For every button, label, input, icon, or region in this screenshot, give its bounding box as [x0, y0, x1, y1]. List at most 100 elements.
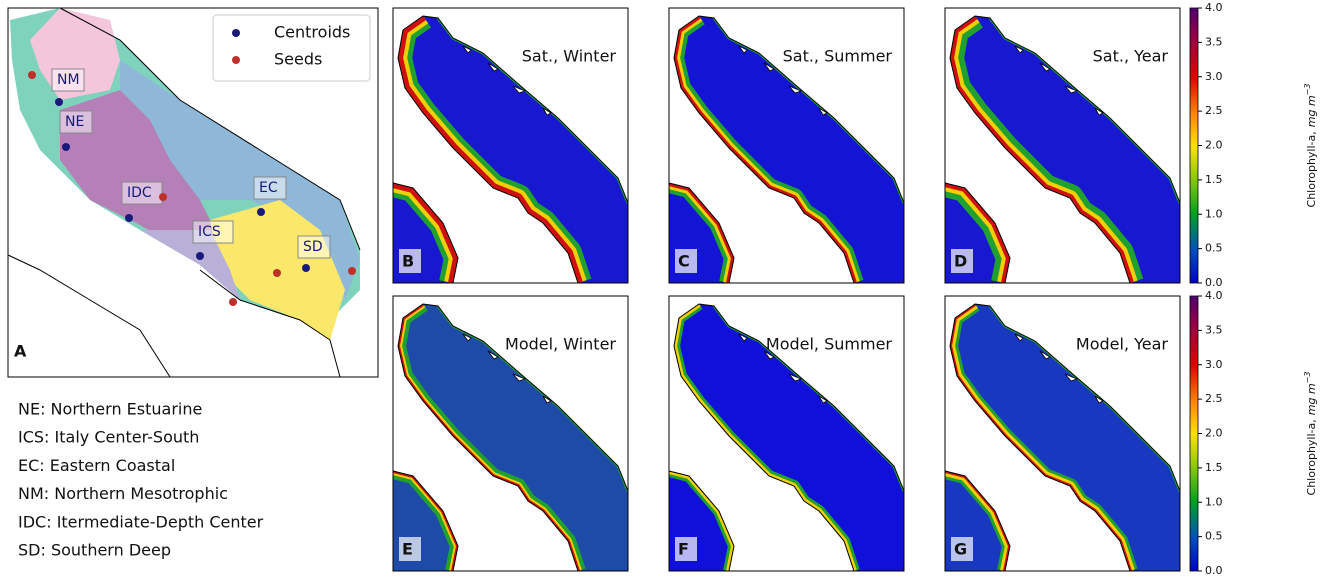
region-key-item: EC: Eastern Coastal — [18, 456, 175, 475]
centroid — [62, 143, 70, 151]
colorbar-unit: mg m — [1305, 383, 1318, 415]
centroid — [55, 98, 63, 106]
colorbar-tick-label: 2.5 — [1205, 392, 1223, 405]
region-key-item: ICS: Italy Center-South — [18, 428, 199, 447]
centroid — [302, 264, 310, 272]
region-label: ICS — [198, 224, 221, 240]
islands — [738, 45, 828, 116]
region-key-item: NE: Northern Estuarine — [18, 400, 202, 419]
panel-letter: D — [954, 252, 967, 271]
centroid — [125, 214, 133, 222]
map-panel: Sat., Winter B — [392, 7, 629, 284]
region-label: NM — [57, 72, 80, 88]
region-label: NE — [65, 114, 84, 130]
colorbar-tick-label: 3.0 — [1205, 70, 1223, 83]
colorbar-scale — [1189, 295, 1199, 572]
legend-box — [212, 14, 371, 82]
colorbar-tick-label: 1.0 — [1205, 207, 1223, 220]
seed — [348, 267, 356, 275]
labels: NE: Northern Estuarine ICS: Italy Center-… — [18, 400, 264, 560]
colorbar-tick-label: 0.0 — [1205, 564, 1223, 577]
seed — [273, 269, 281, 277]
colorbar: 0.0 0.5 1.0 1.5 2.0 2.5 3.0 3.5 4.0 Chlorophyll-a… — [1189, 1, 1319, 289]
region-label: SD — [303, 239, 323, 255]
region-label-box — [297, 235, 331, 259]
maps: Sat., Winter B Sat., Summer C Sat., Year D Mod… — [392, 1, 1319, 577]
seed — [229, 298, 237, 306]
colorbar: 0.0 0.5 1.0 1.5 2.0 2.5 3.0 3.5 4.0 Chlorophyll-a… — [1189, 289, 1319, 577]
sea — [669, 304, 904, 571]
colorbar-tick-label: 3.5 — [1205, 323, 1223, 336]
legend-marker — [232, 56, 240, 64]
colorbar-title: Chlorophyll-a, mg m−3 — [1303, 372, 1319, 496]
colorbar-tick-label: 2.0 — [1205, 139, 1223, 152]
panel-frame — [668, 295, 905, 572]
seed — [28, 71, 36, 79]
colorbar-tick-label: 0.0 — [1205, 276, 1223, 289]
colorbar-unit: mg m — [1305, 95, 1318, 127]
colorbar-tick-label: 3.0 — [1205, 358, 1223, 371]
panel-letter: A — [14, 342, 27, 361]
colorbar-label: Chlorophyll-a, — [1305, 419, 1318, 495]
colorbar-tick-label: 1.0 — [1205, 495, 1223, 508]
islands — [738, 333, 828, 404]
sea — [945, 304, 1180, 571]
islands — [1014, 45, 1104, 116]
letter-box — [951, 249, 973, 273]
map-panel: Model, Year G — [944, 295, 1181, 572]
seed — [159, 193, 167, 201]
legend-label: Centroids — [274, 23, 350, 42]
centroid — [257, 208, 265, 216]
map-panel: Model, Winter E — [392, 295, 629, 572]
coastline — [7, 7, 361, 378]
panel-a: NM NE IDC EC ICS SD Centroids Seeds A — [7, 7, 379, 378]
panel-frame — [392, 295, 629, 572]
letter-box — [675, 249, 697, 273]
map-panel: Sat., Year D — [944, 7, 1181, 284]
legend-label: Seeds — [274, 50, 322, 69]
panel-letter: G — [954, 540, 967, 559]
region-area — [120, 60, 360, 300]
legend-marker — [232, 29, 240, 37]
region-key-item: NM: Northern Mesotrophic — [18, 484, 228, 503]
letter-box — [399, 249, 421, 273]
region-key-item: IDC: Itermediate-Depth Center — [18, 512, 264, 531]
panel-frame — [668, 7, 905, 284]
islands — [462, 333, 552, 404]
colorbar-scale — [1189, 7, 1199, 284]
islands — [462, 45, 552, 116]
map-title: Model, Summer — [766, 335, 893, 354]
panel-frame — [944, 295, 1181, 572]
sea — [393, 304, 628, 571]
panel-frame — [944, 7, 1181, 284]
region-area — [140, 230, 240, 300]
region-key-item: SD: Southern Deep — [18, 541, 171, 560]
letter-box — [951, 537, 973, 561]
panel-letter: C — [678, 252, 690, 271]
letter-box — [675, 537, 697, 561]
map-title: Sat., Year — [1093, 47, 1169, 66]
colorbar-tick-label: 0.5 — [1205, 242, 1223, 255]
region-label-box — [121, 181, 163, 205]
region-label: EC — [259, 180, 278, 196]
map-title: Model, Year — [1076, 335, 1169, 354]
sea — [945, 16, 1180, 283]
colorbar-title: Chlorophyll-a, mg m−3 — [1303, 84, 1319, 208]
colorbar-exponent: −3 — [1303, 372, 1312, 384]
letter-box — [399, 537, 421, 561]
region-label-box — [192, 220, 234, 244]
colorbar-label: Chlorophyll-a, — [1305, 131, 1318, 207]
colorbar-tick-label: 4.0 — [1205, 1, 1223, 14]
region-label-box — [51, 68, 85, 92]
panel-frame — [392, 7, 629, 284]
panel-letter: B — [402, 252, 414, 271]
colorbar-tick-label: 0.5 — [1205, 530, 1223, 543]
map-title: Sat., Winter — [522, 47, 617, 66]
map-panel: Model, Summer F — [668, 295, 905, 572]
islands — [1014, 333, 1104, 404]
region-label-box — [253, 176, 287, 200]
sea — [393, 16, 628, 283]
panel-letter: F — [678, 540, 689, 559]
region-label-box — [59, 110, 93, 134]
